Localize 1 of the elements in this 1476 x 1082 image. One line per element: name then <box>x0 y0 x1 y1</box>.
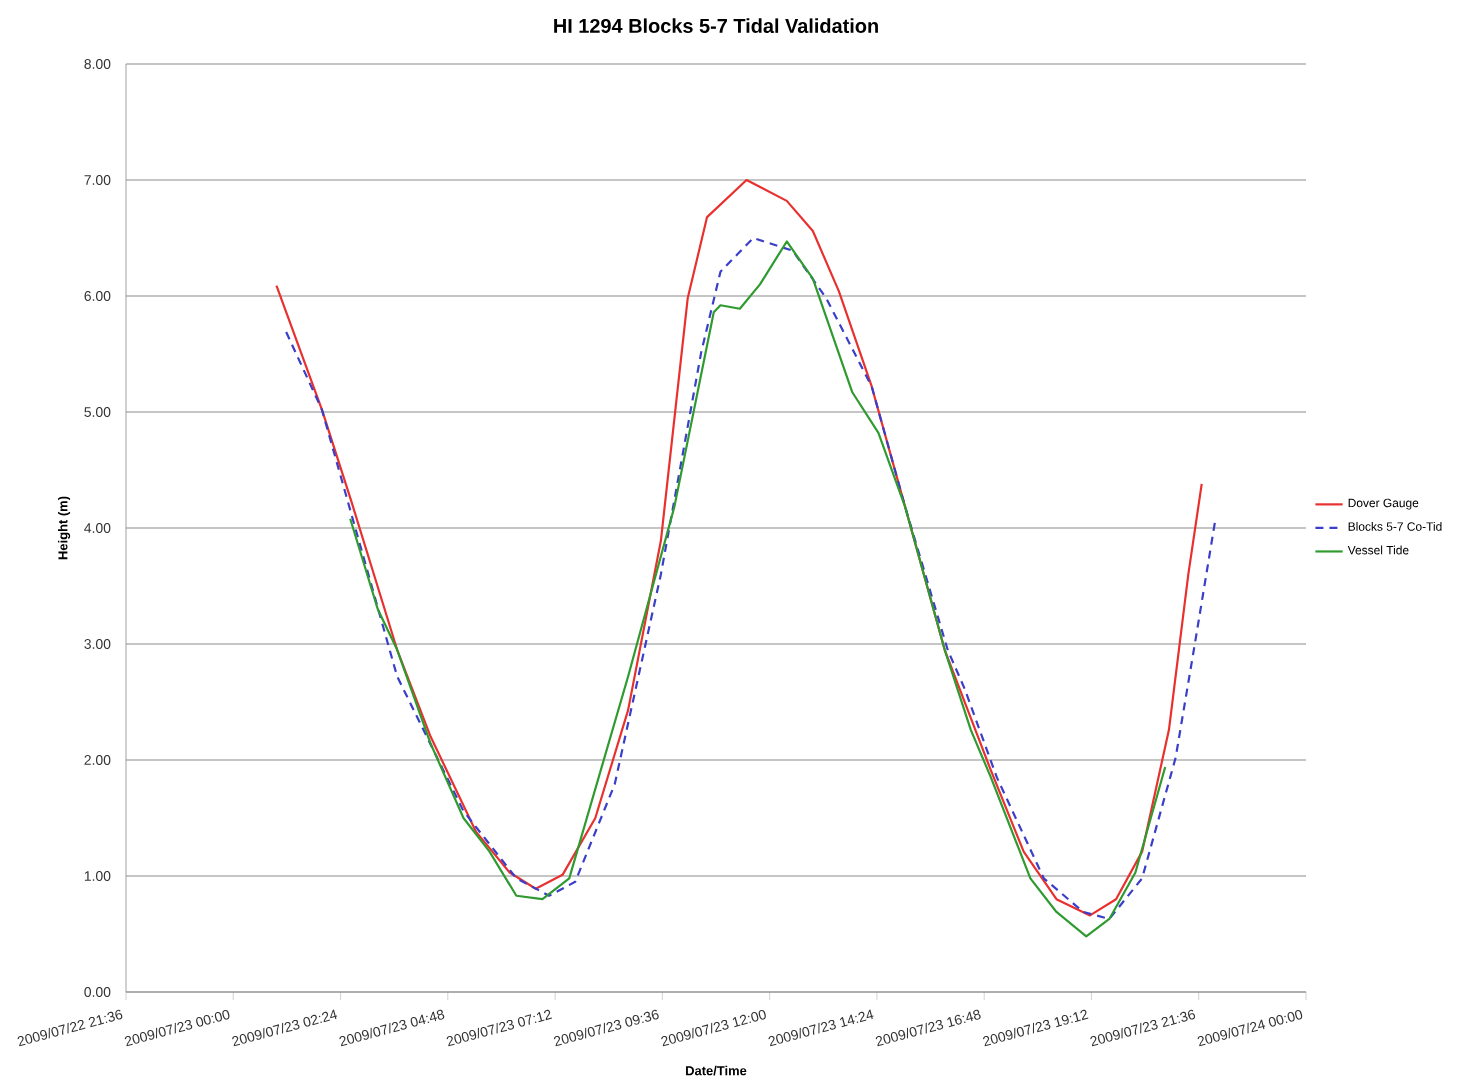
chart-title: HI 1294 Blocks 5-7 Tidal Validation <box>554 18 878 33</box>
